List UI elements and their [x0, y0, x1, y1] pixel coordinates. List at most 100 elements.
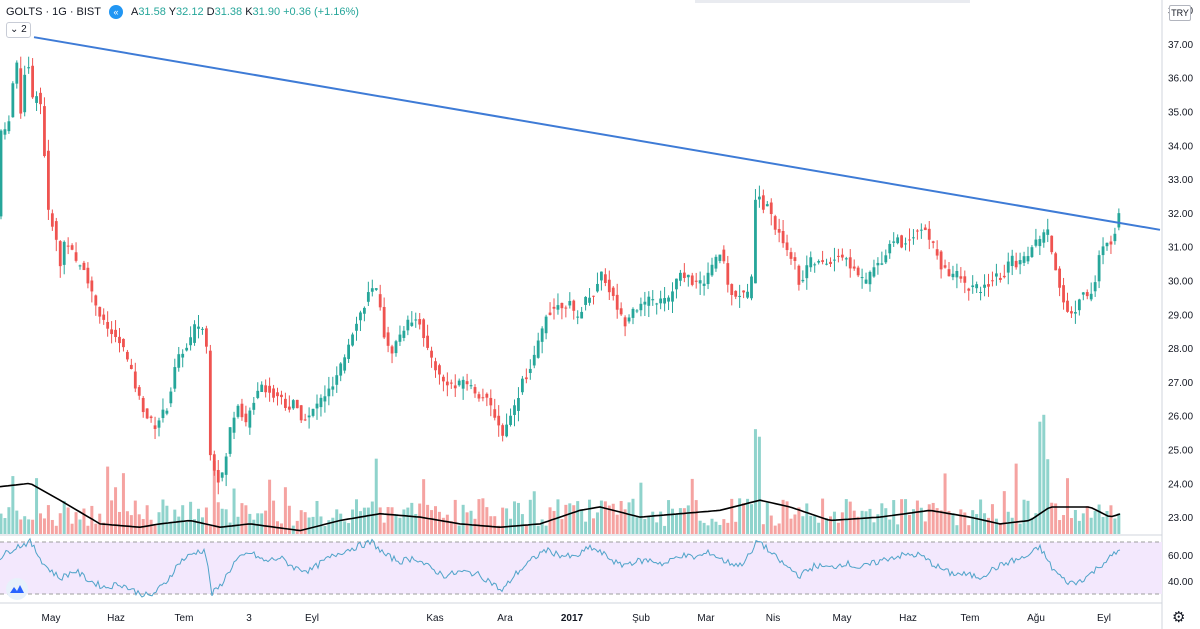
candle-body [1105, 242, 1109, 247]
volume-bar [430, 510, 434, 534]
volume-bar [177, 516, 181, 534]
volume-bar [1101, 516, 1105, 534]
volume-bar [362, 507, 366, 534]
volume-bar [532, 491, 536, 534]
volume-bar [611, 503, 615, 534]
volume-bar [256, 513, 260, 534]
tradingview-logo-icon[interactable] [6, 578, 28, 600]
volume-bar [457, 525, 461, 534]
volume-bar [777, 523, 781, 534]
volume-bar [876, 514, 880, 534]
candle-body [82, 262, 86, 271]
volume-bar [501, 507, 505, 534]
symbol-name[interactable]: GOLTS [6, 6, 43, 18]
price-axis-labels: 23.00 24.00 25.00 26.00 27.00 28.00 29.00 30.00… [1168, 6, 1193, 524]
volume-bar [23, 516, 27, 534]
volume-bar [951, 513, 955, 534]
candle-body [469, 385, 473, 387]
candle-body [552, 306, 556, 309]
candle-body [272, 388, 275, 398]
candle-body [769, 202, 773, 215]
candle-body [892, 241, 896, 243]
volume-bar [1038, 421, 1042, 534]
volume-bar [165, 505, 169, 534]
currency-badge[interactable]: TRY [1169, 5, 1191, 21]
volume-bar [110, 500, 114, 534]
candle-body [280, 394, 283, 398]
candle-body [27, 67, 31, 69]
trendline[interactable] [33, 36, 1161, 231]
candle-body [165, 410, 169, 414]
candle-body [860, 277, 864, 279]
volume-bar [410, 502, 414, 534]
volume-bar [801, 516, 805, 534]
candle-body [821, 260, 824, 262]
volume-bar [750, 504, 753, 534]
volume-bar [1042, 414, 1046, 534]
candle-body [287, 406, 291, 410]
candle-body [240, 403, 244, 418]
candle-body [572, 300, 576, 311]
double-chevron-left-icon[interactable]: « [108, 5, 123, 19]
candle-body [513, 405, 516, 415]
volume-bar [599, 500, 603, 534]
candle-body [686, 274, 690, 278]
interval-label[interactable]: 1G [52, 6, 67, 18]
rsi-line [0, 537, 1121, 598]
candle-body [556, 305, 560, 310]
volume-bar [603, 501, 607, 534]
volume-bar [287, 505, 291, 534]
candle-body [426, 335, 429, 348]
candle-body [86, 267, 90, 284]
candle-body [264, 385, 268, 393]
candle-body [710, 264, 714, 276]
price-tick-label: 34.00 [1168, 141, 1193, 152]
volume-bar [987, 517, 990, 534]
volume-bar [809, 515, 813, 534]
volume-bar [398, 517, 402, 534]
volume-bar [627, 502, 631, 534]
volume-bar [1066, 478, 1069, 534]
close-value: 31.90 [252, 6, 281, 18]
volume-bar [994, 518, 998, 534]
candle-body [963, 276, 967, 283]
collapse-indicators-button[interactable]: ⌄ 2 [6, 22, 31, 38]
candle-body [912, 237, 915, 239]
candle-body [931, 241, 935, 243]
candle-body [335, 375, 339, 385]
volume-bar [497, 525, 501, 534]
candle-body [224, 456, 228, 475]
candle-body [789, 252, 793, 259]
candle-body [1062, 285, 1065, 303]
volume-bar [880, 503, 884, 534]
volume-bar [840, 512, 844, 534]
volume-bar [169, 521, 173, 534]
candle-body [359, 312, 362, 321]
candle-body [355, 323, 358, 331]
candle-body [746, 291, 749, 298]
gear-icon[interactable]: ⚙ [1172, 609, 1186, 626]
candle-body [647, 296, 651, 306]
volume-bar [94, 523, 98, 534]
candle-body [7, 121, 11, 132]
volume-bar [347, 523, 351, 534]
volume-bar [189, 501, 193, 534]
volume-bar [303, 512, 307, 534]
volume-bar [722, 519, 726, 534]
candle-body [31, 65, 34, 98]
volume-bar [686, 505, 690, 534]
time-tick-label: Eyl [305, 613, 319, 624]
volume-bar [694, 500, 698, 534]
candle-body [540, 328, 544, 342]
candle-body [465, 381, 469, 385]
volume-bar [31, 519, 35, 534]
volume-bar [955, 525, 959, 534]
candle-body [351, 334, 354, 346]
volume-bar [216, 502, 220, 534]
candle-body [228, 427, 232, 454]
candle-body [0, 130, 3, 217]
candle-body [671, 291, 674, 302]
volume-bar [505, 508, 509, 534]
volume-bar [11, 476, 15, 534]
